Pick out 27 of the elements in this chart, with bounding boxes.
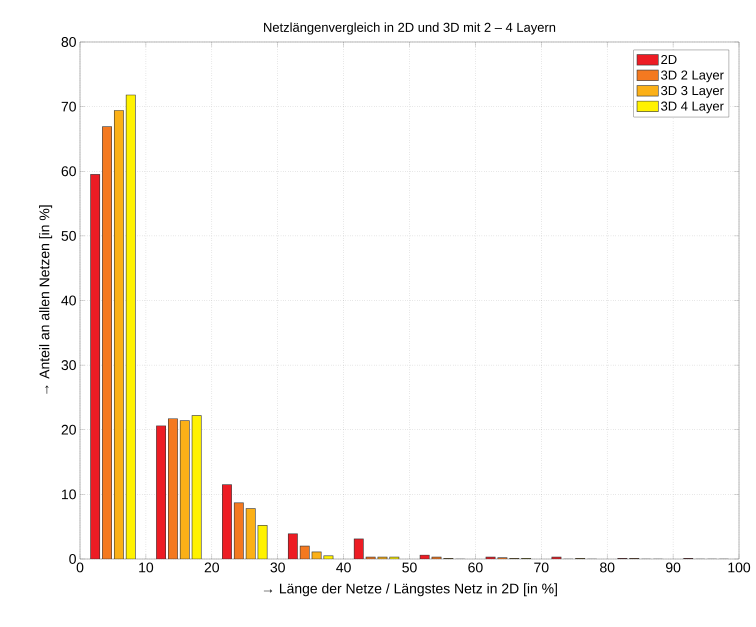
- legend-label: 3D 4 Layer: [661, 102, 724, 114]
- x-tick-label: 40: [336, 562, 351, 572]
- x-tick-label: 30: [270, 562, 285, 572]
- y-tick-label: 80: [62, 37, 76, 47]
- chart-title: Netzlängenvergleich in 2D und 3D mit 2 – 4 Layern: [264, 22, 556, 34]
- y-tick-label: 0: [69, 554, 76, 564]
- x-tick-label: 10: [139, 562, 154, 572]
- y-tick-label: 20: [62, 424, 76, 435]
- x-tick-label: 70: [534, 562, 549, 572]
- y-tick-label: 10: [62, 489, 76, 500]
- x-tick-label: 0: [76, 562, 84, 572]
- y-tick-label: 50: [62, 230, 76, 241]
- x-tick-label: 100: [728, 562, 750, 572]
- x-tick-label: 60: [468, 562, 483, 572]
- y-tick-label: 70: [62, 102, 76, 112]
- legend-label: 2D: [661, 54, 677, 64]
- x-tick-label: 80: [600, 562, 614, 572]
- x-axis-title: → Länge der Netze / Längstes Netz in 2D [in %]: [264, 583, 557, 596]
- x-tick-label: 50: [402, 562, 417, 572]
- y-tick-label: 60: [62, 166, 76, 176]
- x-tick-label: 20: [204, 562, 220, 572]
- legend-label: 3D 3 Layer: [661, 86, 724, 98]
- legend-label: 3D 2 Layer: [661, 70, 724, 82]
- x-tick-label: 90: [666, 562, 680, 572]
- y-tick-label: 30: [62, 360, 76, 370]
- y-axis-title: → Anteil an allen Netzen [in %]: [39, 205, 52, 394]
- y-tick-label: 40: [61, 296, 76, 306]
